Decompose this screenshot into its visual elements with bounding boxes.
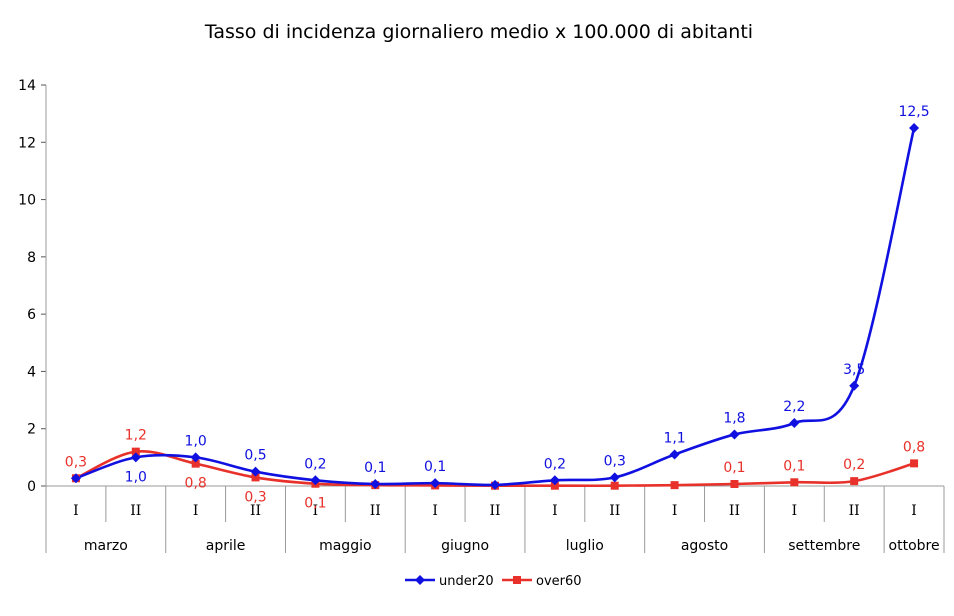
data-label: 0,8	[903, 439, 925, 455]
month-label: agosto	[681, 538, 728, 554]
month-label: settembre	[788, 538, 860, 554]
under20-point	[250, 466, 261, 477]
data-label: 1,0	[125, 469, 147, 485]
data-label: 12,5	[898, 104, 929, 120]
y-tick-label: 2	[27, 422, 36, 438]
legend: under20 over60	[405, 574, 582, 589]
over60-point	[850, 477, 859, 486]
y-tick-label: 6	[27, 307, 36, 323]
y-tick-label: 14	[18, 78, 36, 94]
x-tick-label: I	[313, 503, 319, 519]
x-tick-label: II	[130, 503, 141, 519]
under20-point	[190, 452, 201, 463]
x-tick-label: II	[250, 503, 261, 519]
x-tick-label: I	[911, 503, 917, 519]
y-axis: 0 2 4 6 8 10 12 14	[18, 78, 46, 495]
month-label: maggio	[319, 538, 371, 554]
x-tick-label: II	[370, 503, 381, 519]
month-label: giugno	[441, 538, 489, 554]
data-labels: 0,3 1,2 0,8 0,3 0,1 0,1 0,1 0,2 0,8 1,0 1,0 0,5 0,2 0…	[65, 104, 930, 512]
over60-point	[610, 481, 619, 490]
month-label: marzo	[84, 538, 128, 554]
over60-point	[670, 481, 679, 490]
data-label: 0,8	[185, 476, 207, 492]
over60-point	[191, 459, 200, 468]
x-axis-categories: I II I II I II I II I II I II I II I	[73, 503, 917, 519]
data-label: 0,2	[843, 457, 865, 473]
over60-point	[550, 481, 559, 490]
data-label: 0,5	[244, 448, 266, 464]
under20-point	[310, 475, 321, 486]
under20-point	[669, 449, 680, 460]
x-axis-months: marzo aprile maggio giugno luglio agosto sette…	[84, 538, 940, 554]
under20-point	[370, 478, 381, 489]
x-tick-label: I	[432, 503, 438, 519]
data-label: 0,1	[304, 496, 326, 512]
under20-point	[609, 472, 620, 483]
chart-title: Tasso di incidenza giornaliero medio x 1…	[204, 21, 753, 43]
data-label: 0,1	[723, 460, 745, 476]
x-tick-label: II	[609, 503, 620, 519]
over60-point	[131, 447, 140, 456]
data-label: 0,2	[304, 456, 326, 472]
under20-point	[430, 478, 441, 489]
y-tick-label: 10	[18, 193, 36, 209]
y-tick-label: 8	[27, 250, 36, 266]
series-markers	[70, 122, 920, 490]
legend-label: under20	[439, 574, 494, 589]
x-tick-label: I	[552, 503, 558, 519]
x-tick-label: I	[792, 503, 798, 519]
y-tick-label: 4	[27, 364, 36, 380]
under20-point	[909, 122, 920, 133]
x-tick-label: II	[489, 503, 500, 519]
data-label: 0,3	[604, 453, 626, 469]
over60-point	[910, 459, 919, 468]
data-label: 0,1	[783, 458, 805, 474]
y-tick-label: 0	[27, 479, 36, 495]
under20-point	[549, 475, 560, 486]
month-label: aprile	[206, 538, 246, 554]
data-label: 0,2	[544, 456, 566, 472]
data-label: 1,8	[723, 410, 745, 426]
data-label: 3,5	[843, 362, 865, 378]
under20-line	[75, 127, 916, 487]
series-lines	[75, 127, 916, 488]
x-tick-label: I	[672, 503, 678, 519]
month-label: ottobre	[889, 538, 940, 554]
y-tick-label: 12	[18, 135, 36, 151]
under20-point	[729, 429, 740, 440]
data-label: 1,1	[663, 430, 685, 446]
data-label: 2,2	[783, 399, 805, 415]
under20-point	[130, 452, 141, 463]
x-tick-label: II	[729, 503, 740, 519]
under20-point	[789, 417, 800, 428]
over60-point	[251, 473, 260, 482]
x-tick-label: II	[849, 503, 860, 519]
data-label: 0,1	[424, 459, 446, 475]
data-label: 1,2	[125, 428, 147, 444]
x-tick-label: I	[193, 503, 199, 519]
month-label: luglio	[566, 538, 604, 554]
legend-label: over60	[536, 574, 582, 589]
data-label: 0,3	[244, 489, 266, 505]
over60-point	[730, 479, 739, 488]
data-label: 1,0	[185, 433, 207, 449]
x-tick-label: I	[73, 503, 79, 519]
under20-point	[849, 380, 860, 391]
data-label: 0,3	[65, 454, 87, 470]
under20-point	[70, 473, 81, 484]
over60-point	[790, 478, 799, 487]
legend-marker	[513, 576, 521, 584]
legend-marker	[415, 575, 425, 585]
data-label: 0,1	[364, 460, 386, 476]
under20-point	[490, 479, 500, 490]
